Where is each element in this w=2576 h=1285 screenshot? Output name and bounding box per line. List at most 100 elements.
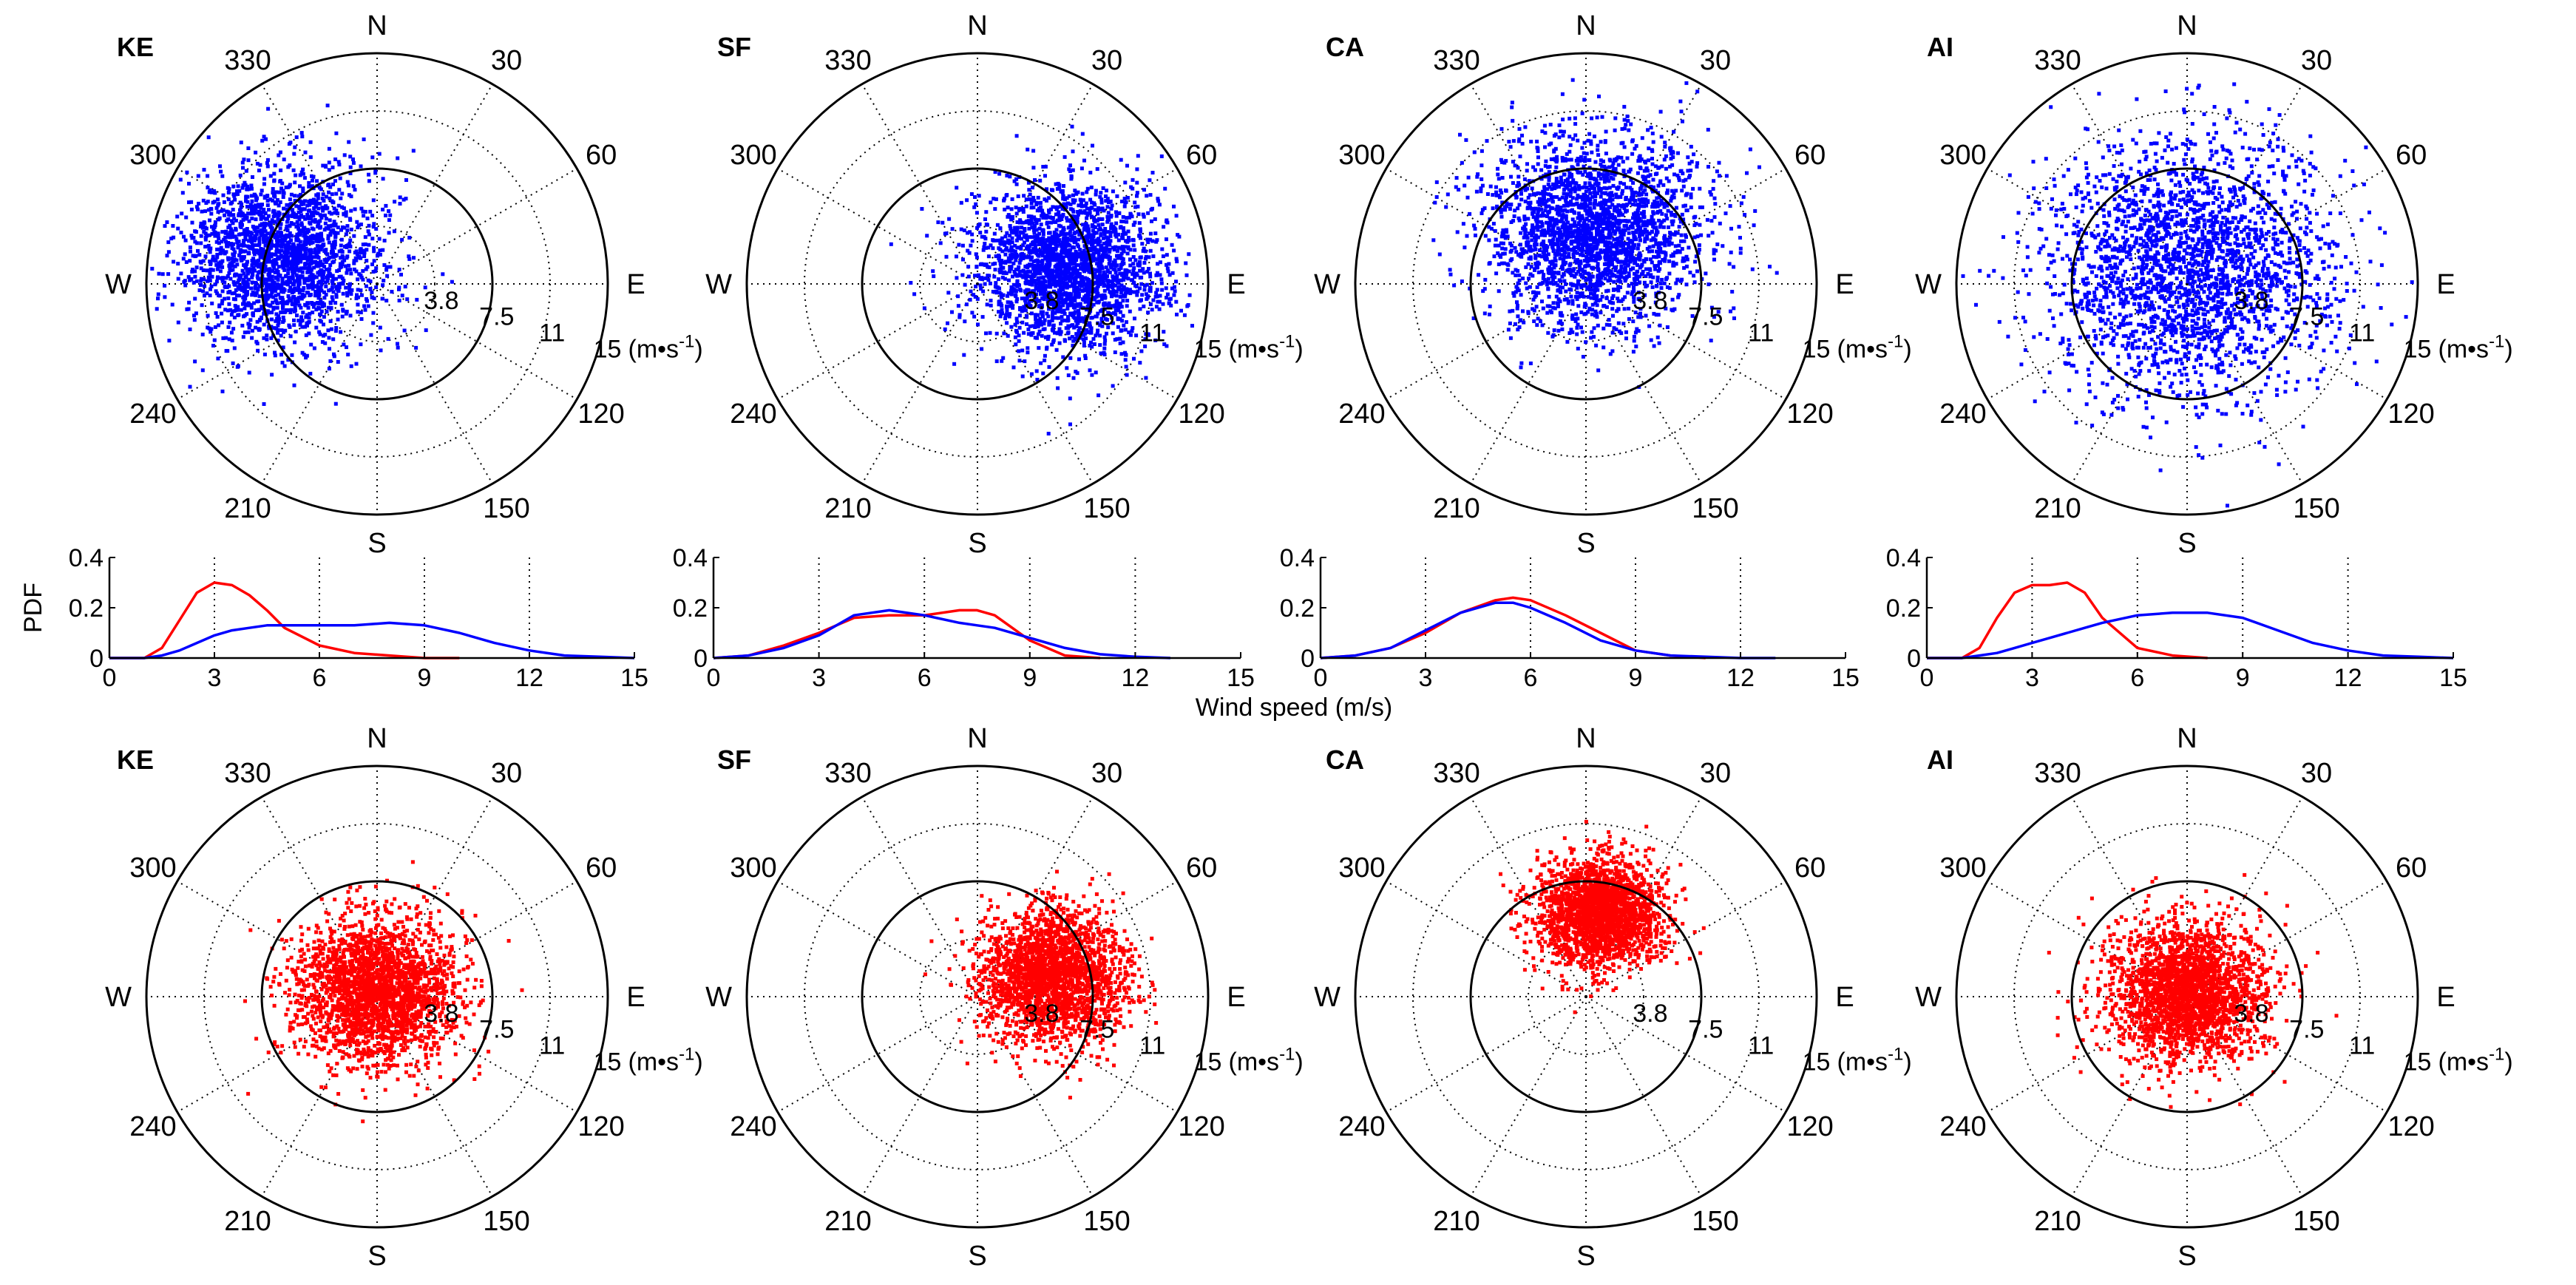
scatter-point: [1073, 316, 1077, 320]
scatter-point: [1026, 332, 1031, 336]
scatter-point: [348, 165, 353, 169]
scatter-point: [392, 229, 396, 234]
scatter-point: [320, 304, 325, 308]
scatter-point: [253, 210, 257, 214]
scatter-point: [203, 237, 208, 242]
scatter-point: [308, 202, 312, 206]
scatter-point: [1150, 239, 1155, 243]
scatter-point: [279, 222, 283, 226]
scatter-point: [961, 257, 965, 262]
scatter-point: [1085, 291, 1090, 294]
scatter-point: [354, 362, 359, 366]
scatter-point: [368, 209, 373, 214]
scatter-point: [305, 230, 309, 234]
scatter-point: [276, 323, 280, 328]
scatter-point: [208, 250, 212, 254]
scatter-point: [277, 265, 281, 269]
scatter-point: [1102, 232, 1107, 237]
scatter-point: [1059, 230, 1063, 234]
scatter-point: [1043, 327, 1047, 331]
scatter-point: [339, 330, 343, 334]
scatter-point: [1125, 287, 1129, 291]
scatter-point: [259, 254, 262, 258]
scatter-point: [241, 240, 245, 245]
scatter-point: [1148, 302, 1153, 307]
scatter-point: [296, 194, 301, 198]
scatter-point: [269, 245, 274, 250]
scatter-point: [1089, 330, 1094, 335]
scatter-point: [920, 207, 924, 211]
scatter-point: [1057, 294, 1062, 299]
scatter-point: [199, 234, 203, 238]
scatter-point: [993, 261, 997, 265]
scatter-point: [289, 221, 294, 225]
scatter-point: [220, 276, 225, 280]
scatter-point: [295, 232, 299, 237]
scatter-point: [1111, 260, 1116, 265]
scatter-point: [1103, 339, 1108, 342]
scatter-point: [345, 294, 350, 298]
scatter-point: [1065, 216, 1069, 220]
scatter-point: [1055, 300, 1060, 305]
scatter-point: [1156, 294, 1160, 299]
scatter-point: [1608, 195, 1613, 200]
scatter-point: [1083, 299, 1088, 304]
direction-label: 240: [730, 399, 776, 430]
scatter-point: [1092, 257, 1097, 261]
scatter-point: [1070, 335, 1074, 339]
scatter-point: [1049, 239, 1054, 243]
scatter-point: [296, 243, 301, 248]
scatter-point: [192, 313, 196, 318]
scatter-point: [290, 353, 294, 357]
scatter-point: [957, 243, 961, 247]
scatter-point: [209, 284, 214, 288]
scatter-point: [336, 203, 341, 208]
scatter-point: [1082, 332, 1087, 336]
scatter-point: [343, 264, 348, 268]
scatter-point: [220, 230, 225, 234]
scatter-point: [187, 300, 191, 305]
scatter-point: [1009, 267, 1013, 271]
scatter-point: [302, 281, 307, 285]
scatter-point: [1122, 277, 1126, 282]
scatter-point: [201, 198, 206, 203]
scatter-point: [1132, 266, 1136, 271]
scatter-point: [1145, 269, 1150, 274]
scatter-point: [310, 174, 313, 178]
scatter-point: [388, 213, 393, 217]
scatter-point: [1099, 297, 1104, 302]
direction-label: W: [705, 269, 732, 300]
scatter-point: [1104, 199, 1108, 203]
scatter-point: [379, 348, 383, 353]
scatter-point: [1107, 257, 1111, 261]
scatter-point: [1088, 234, 1092, 239]
scatter-point: [1016, 235, 1020, 240]
scatter-point: [1660, 164, 1664, 169]
scatter-point: [284, 186, 288, 189]
scatter-point: [1088, 170, 1093, 174]
scatter-point: [960, 273, 965, 277]
scatter-point: [327, 146, 331, 151]
scatter-point: [293, 180, 297, 185]
scatter-point: [236, 245, 240, 250]
scatter-point: [1046, 272, 1051, 276]
scatter-point: [346, 353, 350, 356]
scatter-point: [1148, 237, 1153, 242]
scatter-point: [1093, 287, 1097, 291]
scatter-point: [399, 272, 403, 277]
scatter-point: [264, 294, 268, 299]
scatter-point: [1103, 295, 1108, 299]
scatter-point: [331, 165, 335, 169]
scatter-point: [1048, 285, 1053, 289]
scatter-point: [220, 311, 224, 316]
scatter-point: [330, 250, 333, 254]
scatter-point: [975, 226, 979, 230]
scatter-point: [242, 239, 246, 243]
scatter-point: [1607, 179, 1611, 183]
scatter-point: [1651, 244, 1655, 248]
scatter-point: [1136, 262, 1140, 266]
scatter-point: [310, 301, 314, 305]
scatter-point: [986, 254, 991, 259]
scatter-point: [978, 283, 983, 288]
scatter-point: [290, 214, 294, 218]
